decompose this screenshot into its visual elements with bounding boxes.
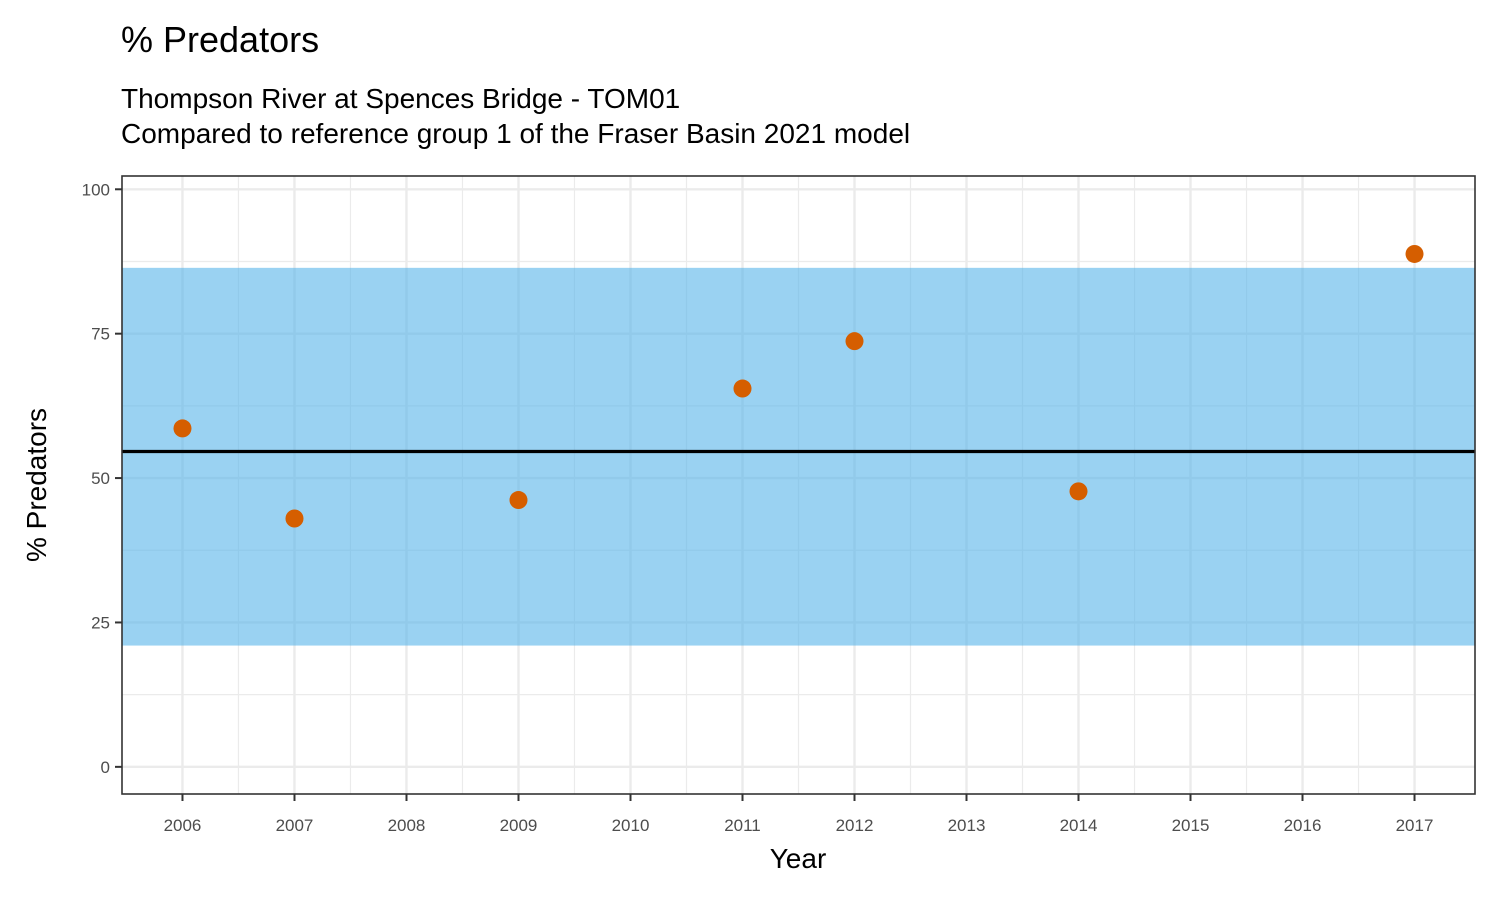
data-point bbox=[173, 419, 192, 438]
y-tick-label: 0 bbox=[101, 758, 110, 777]
data-point bbox=[845, 332, 864, 351]
plot-border bbox=[121, 175, 1476, 795]
data-point bbox=[285, 509, 304, 528]
x-tick-label: 2016 bbox=[1284, 816, 1322, 835]
x-axis-title: Year bbox=[770, 843, 827, 874]
y-tick-label: 50 bbox=[91, 469, 110, 488]
x-tick-label: 2015 bbox=[1172, 816, 1210, 835]
x-tick-label: 2006 bbox=[164, 816, 202, 835]
y-axis-title: % Predators bbox=[21, 408, 52, 562]
data-point bbox=[1405, 244, 1424, 263]
data-point bbox=[509, 491, 528, 510]
plot-panel bbox=[121, 175, 1476, 795]
y-tick-label: 100 bbox=[82, 180, 110, 199]
x-tick-label: 2017 bbox=[1396, 816, 1434, 835]
x-tick-label: 2008 bbox=[388, 816, 426, 835]
data-point bbox=[1069, 482, 1088, 501]
x-tick-label: 2011 bbox=[724, 816, 761, 835]
x-tick-label: 2007 bbox=[276, 816, 314, 835]
data-point bbox=[733, 379, 752, 398]
x-tick-label: 2009 bbox=[500, 816, 538, 835]
reference-band-layer bbox=[122, 267, 1475, 646]
x-tick-label: 2010 bbox=[612, 816, 650, 835]
y-tick-label: 25 bbox=[91, 613, 110, 632]
y-axis: 0 25 50 75 100 bbox=[82, 180, 122, 777]
chart-subtitle-line-1: Thompson River at Spences Bridge - TOM01 bbox=[121, 83, 680, 114]
y-tick-label: 75 bbox=[91, 325, 110, 344]
chart-title: % Predators bbox=[121, 19, 319, 60]
chart-subtitle-line-2: Compared to reference group 1 of the Fra… bbox=[121, 118, 910, 149]
reference-band bbox=[122, 267, 1475, 646]
x-tick-label: 2013 bbox=[948, 816, 986, 835]
data-points bbox=[173, 244, 1424, 528]
x-tick-label: 2014 bbox=[1060, 816, 1098, 835]
x-tick-label: 2012 bbox=[836, 816, 874, 835]
x-axis: 2006 2007 2008 2009 2010 2011 2012 2013 2014 2015… bbox=[164, 794, 1434, 835]
